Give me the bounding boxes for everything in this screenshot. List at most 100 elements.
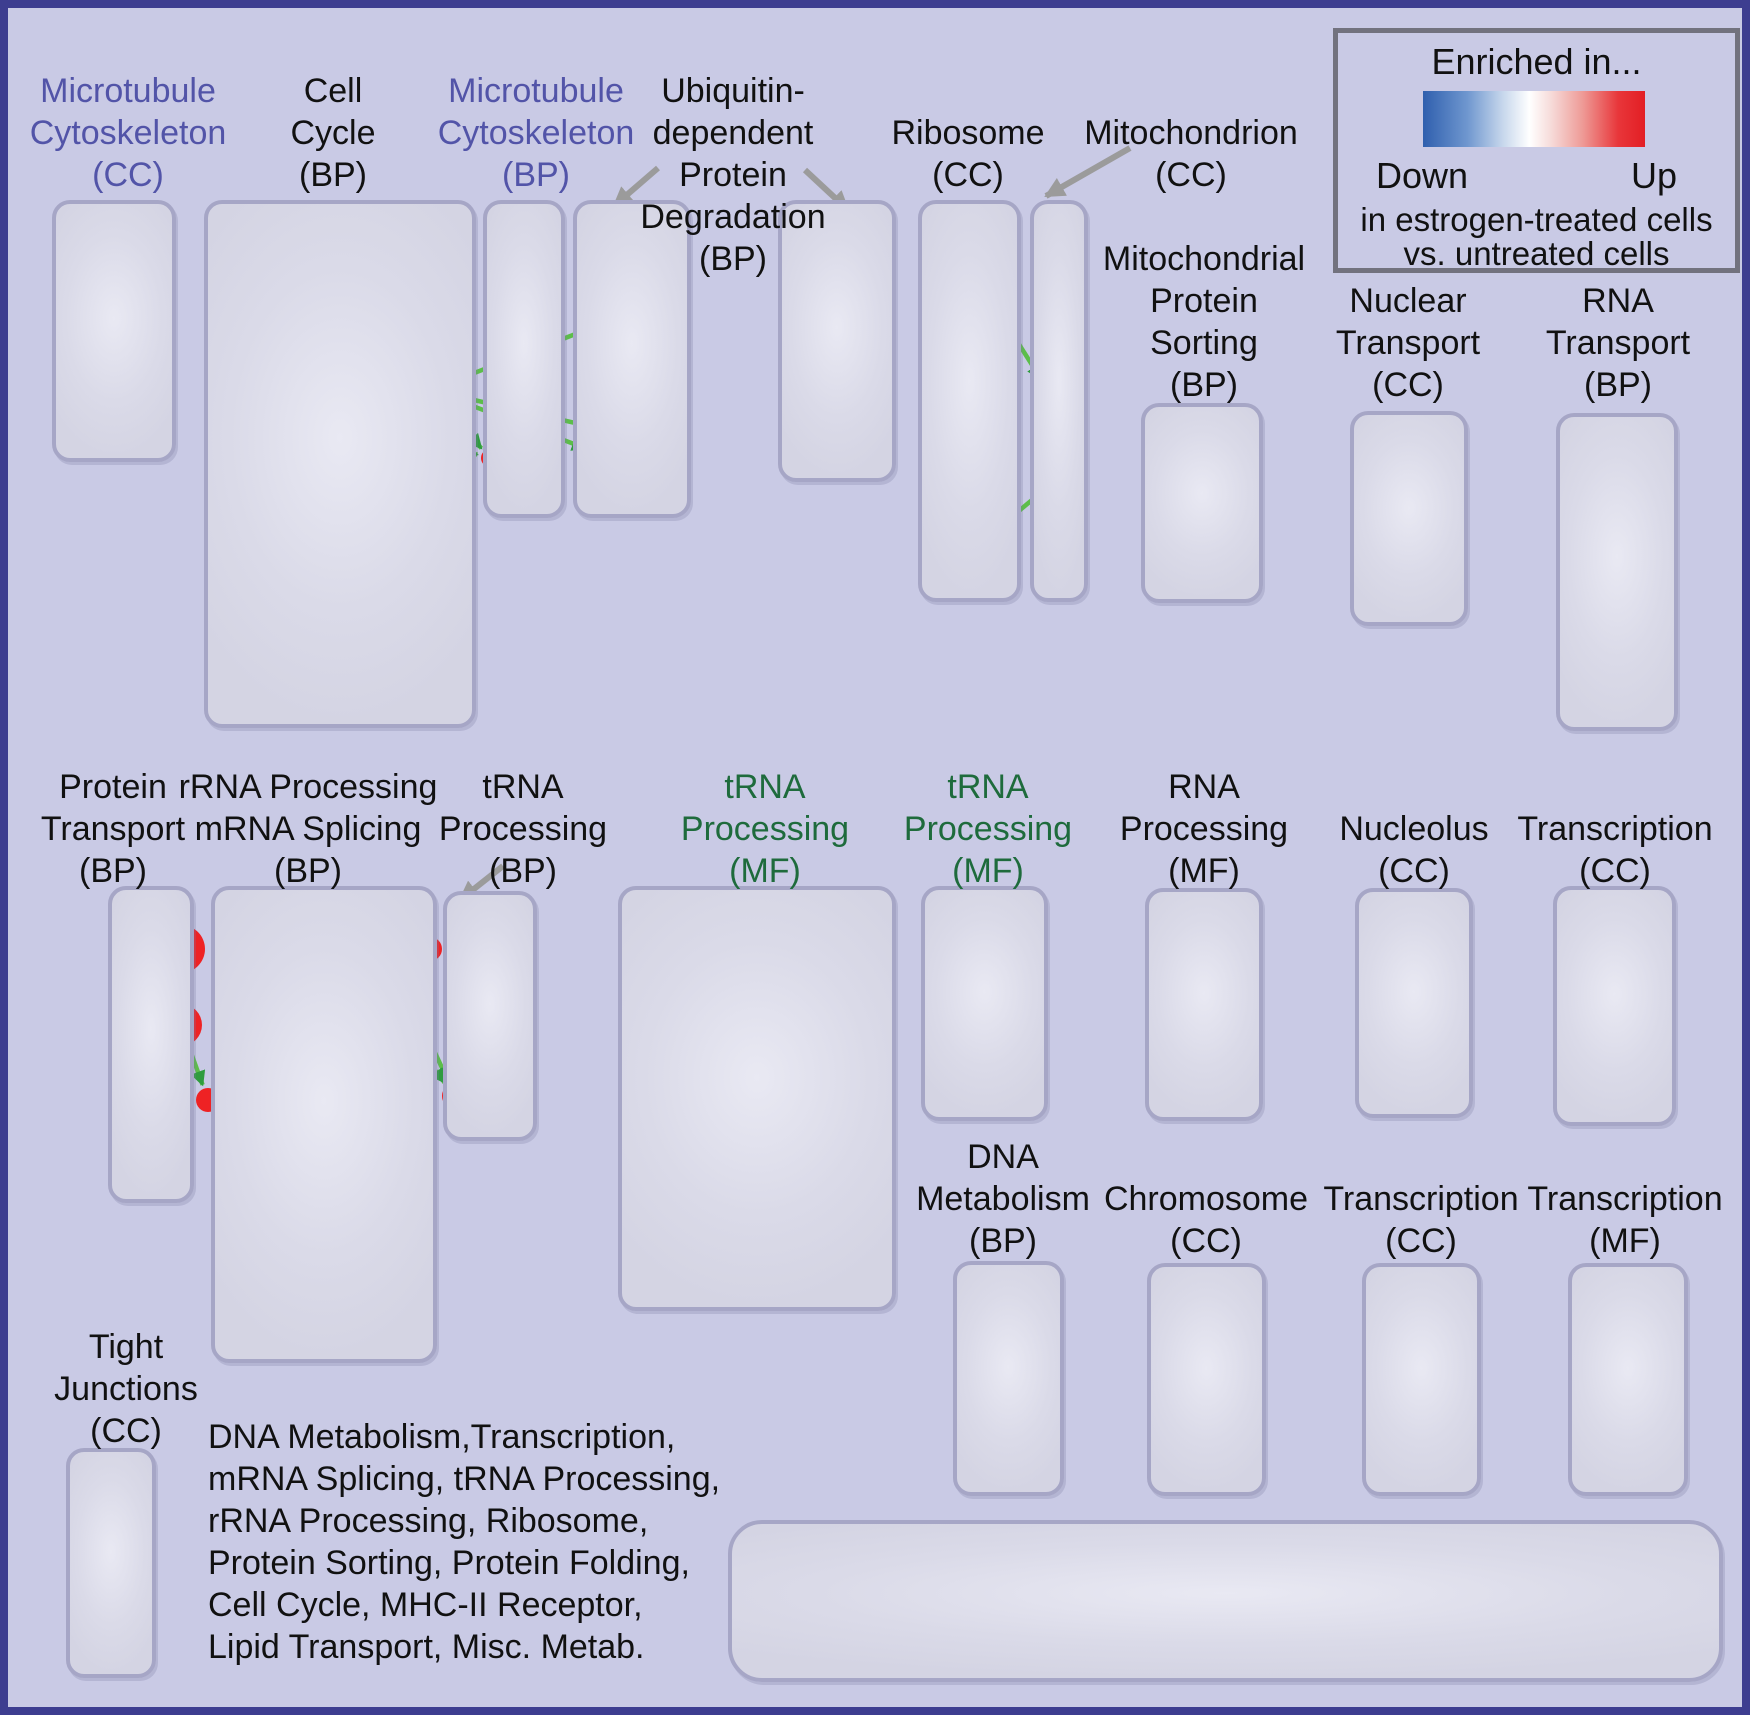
label-line: RNA	[1168, 768, 1240, 806]
label-line: Metabolism	[916, 1180, 1090, 1218]
group-box-rna-processing-box	[1145, 888, 1263, 1121]
label-line: Transcription	[1527, 1180, 1723, 1218]
misc-text-line: DNA Metabolism,Transcription,	[208, 1418, 676, 1456]
label-pointer-arrow-3	[1044, 145, 1132, 199]
label-protein-transport: Protein Transport (BP)	[41, 766, 185, 892]
label-chromosome: Chromosome (CC)	[1104, 1178, 1308, 1262]
misc-text-line: mRNA Splicing, tRNA Processing,	[208, 1460, 721, 1498]
color-scale-legend: Enriched in... Down Up in estrogen-treat…	[1333, 28, 1740, 273]
label-line: tRNA	[947, 768, 1029, 806]
label-line: (BP)	[488, 852, 557, 890]
label-line: (CC)	[1372, 366, 1444, 404]
label-line: dependent	[652, 114, 814, 152]
group-box-nucleolus-box	[1355, 888, 1473, 1118]
label-line: (BP)	[1170, 366, 1238, 404]
label-line: (CC)	[1170, 1222, 1242, 1260]
legend-down-label: Down	[1376, 155, 1469, 196]
group-box-protein-transport-box	[108, 886, 194, 1203]
label-line: Protein	[1150, 282, 1258, 320]
misc-categories-text: DNA Metabolism,Transcription, mRNA Splici…	[208, 1416, 720, 1668]
label-line: mRNA Splicing	[194, 810, 422, 848]
group-box-trna-bp-box	[443, 891, 537, 1141]
label-line: Cytoskeleton	[437, 114, 635, 152]
label-line: Transport	[1545, 324, 1691, 362]
group-box-transcription-cc-row2-box	[1553, 886, 1676, 1126]
label-line: Processing	[1119, 810, 1289, 848]
label-line: (CC)	[1155, 156, 1227, 194]
label-mitochondrion: Mitochondrion (CC)	[1084, 112, 1298, 196]
label-ubiquitin: Ubiquitin-dependent Protein Degradation (BP…	[640, 70, 825, 280]
label-microtubule-bp: Microtubule Cytoskeleton (BP)	[438, 70, 635, 196]
label-transcription-cc-row2: Transcription (CC)	[1517, 808, 1712, 892]
label-trna-mf-2: tRNA Processing (MF)	[904, 766, 1072, 892]
label-rna-processing-mf: RNA Processing (MF)	[1120, 766, 1288, 892]
label-line: (BP)	[274, 852, 342, 890]
label-line: (CC)	[90, 1412, 162, 1450]
label-line: Protein	[59, 768, 167, 806]
label-line: Transcription	[1323, 1180, 1519, 1218]
label-line: RNA	[1582, 282, 1654, 320]
label-line: (CC)	[1579, 852, 1651, 890]
label-line: (BP)	[299, 156, 367, 194]
group-box-dna-metabolism-box	[953, 1261, 1064, 1496]
label-line: (CC)	[92, 156, 164, 194]
legend-up-label: Up	[1630, 155, 1677, 196]
group-box-tight-junctions-box	[66, 1448, 156, 1678]
label-cell-cycle: Cell Cycle (BP)	[290, 70, 375, 196]
label-rrna-mrna: rRNA Processing mRNA Splicing (BP)	[179, 766, 438, 892]
label-line: Chromosome	[1103, 1180, 1309, 1218]
label-ribosome: Ribosome (CC)	[891, 112, 1044, 196]
legend-caption-line1: in estrogen-treated cells	[1360, 201, 1713, 238]
group-box-ribosome-box	[918, 200, 1021, 602]
label-line: Nucleolus	[1339, 810, 1489, 848]
group-box-mitochondrion-box	[1030, 200, 1088, 602]
label-line: (CC)	[932, 156, 1004, 194]
label-line: (BP)	[78, 852, 147, 890]
label-microtubule-cc: Microtubule Cytoskeleton (CC)	[30, 70, 227, 196]
label-line: Cycle	[290, 114, 376, 152]
label-line: (MF)	[952, 852, 1024, 890]
label-line: (MF)	[729, 852, 801, 890]
misc-text-line: rRNA Processing, Ribosome,	[208, 1502, 649, 1540]
misc-text-line: Protein Sorting, Protein Folding,	[208, 1544, 690, 1582]
label-line: Transport	[1335, 324, 1481, 362]
label-line: Mitochondrial	[1102, 240, 1306, 278]
label-line: Junctions	[54, 1370, 198, 1408]
label-line: tRNA	[724, 768, 806, 806]
label-rna-transport: RNA Transport (BP)	[1546, 280, 1690, 406]
group-box-ubiquitin-box-1	[573, 200, 691, 518]
label-transcription-cc-row3: Transcription (CC)	[1323, 1178, 1518, 1262]
label-line: Tight	[88, 1328, 164, 1366]
group-box-trna-mf-2-box	[921, 886, 1048, 1121]
label-line: Nuclear	[1349, 282, 1467, 320]
misc-text-line: Lipid Transport, Misc. Metab.	[208, 1628, 645, 1666]
label-line: Protein	[679, 156, 787, 194]
label-line: Transport	[40, 810, 186, 848]
label-line: Sorting	[1150, 324, 1258, 362]
legend-caption-line2: vs. untreated cells	[1403, 235, 1670, 272]
label-line: (BP)	[699, 240, 767, 278]
label-nucleolus: Nucleolus (CC)	[1339, 808, 1488, 892]
label-line: (BP)	[501, 156, 570, 194]
label-line: Cytoskeleton	[29, 114, 227, 152]
label-line: Processing	[680, 810, 850, 848]
misc-text-line: Cell Cycle, MHC-II Receptor,	[208, 1586, 643, 1624]
label-nuclear-transport: Nuclear Transport (CC)	[1336, 280, 1480, 406]
group-box-chromosome-box	[1147, 1263, 1266, 1496]
label-line: Ribosome	[891, 114, 1045, 152]
group-box-microtubule-cc-box	[52, 200, 176, 462]
label-tight-junctions: Tight Junctions (CC)	[54, 1326, 198, 1452]
group-box-trna-mf-1-box	[618, 886, 896, 1311]
group-box-ubiquitin-box-2	[778, 200, 896, 482]
label-line: tRNA	[482, 768, 564, 806]
label-trna-mf-1: tRNA Processing (MF)	[681, 766, 849, 892]
label-line: Transcription	[1517, 810, 1713, 848]
label-line: Microtubule	[448, 72, 624, 110]
group-box-misc-strip-box	[728, 1520, 1723, 1682]
label-line: (BP)	[969, 1222, 1037, 1260]
label-line: (CC)	[1385, 1222, 1457, 1260]
group-box-transcription-cc-row3-box	[1362, 1263, 1481, 1496]
label-line: rRNA Processing	[178, 768, 438, 806]
label-pointer-arrow-1	[612, 165, 660, 209]
group-box-nuclear-transport-box	[1350, 411, 1468, 626]
